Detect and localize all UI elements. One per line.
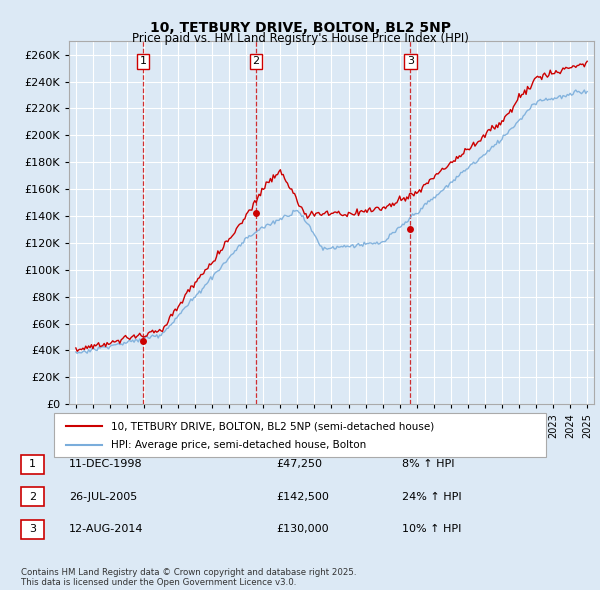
Text: 2: 2 [29,492,36,502]
Text: 10, TETBURY DRIVE, BOLTON, BL2 5NP (semi-detached house): 10, TETBURY DRIVE, BOLTON, BL2 5NP (semi… [111,421,434,431]
Text: Price paid vs. HM Land Registry's House Price Index (HPI): Price paid vs. HM Land Registry's House … [131,32,469,45]
Text: £142,500: £142,500 [276,492,329,502]
Text: 3: 3 [29,525,36,534]
Text: 24% ↑ HPI: 24% ↑ HPI [402,492,461,502]
Text: 11-DEC-1998: 11-DEC-1998 [69,460,143,469]
Text: 1: 1 [29,460,36,469]
Text: 3: 3 [407,57,414,67]
Text: 1: 1 [139,57,146,67]
Text: HPI: Average price, semi-detached house, Bolton: HPI: Average price, semi-detached house,… [111,440,366,450]
Text: 2: 2 [253,57,260,67]
Text: Contains HM Land Registry data © Crown copyright and database right 2025.
This d: Contains HM Land Registry data © Crown c… [21,568,356,587]
Text: 12-AUG-2014: 12-AUG-2014 [69,525,143,534]
Text: 8% ↑ HPI: 8% ↑ HPI [402,460,455,469]
Text: 10% ↑ HPI: 10% ↑ HPI [402,525,461,534]
Text: 10, TETBURY DRIVE, BOLTON, BL2 5NP: 10, TETBURY DRIVE, BOLTON, BL2 5NP [149,21,451,35]
Text: 26-JUL-2005: 26-JUL-2005 [69,492,137,502]
Text: £47,250: £47,250 [276,460,322,469]
Text: £130,000: £130,000 [276,525,329,534]
